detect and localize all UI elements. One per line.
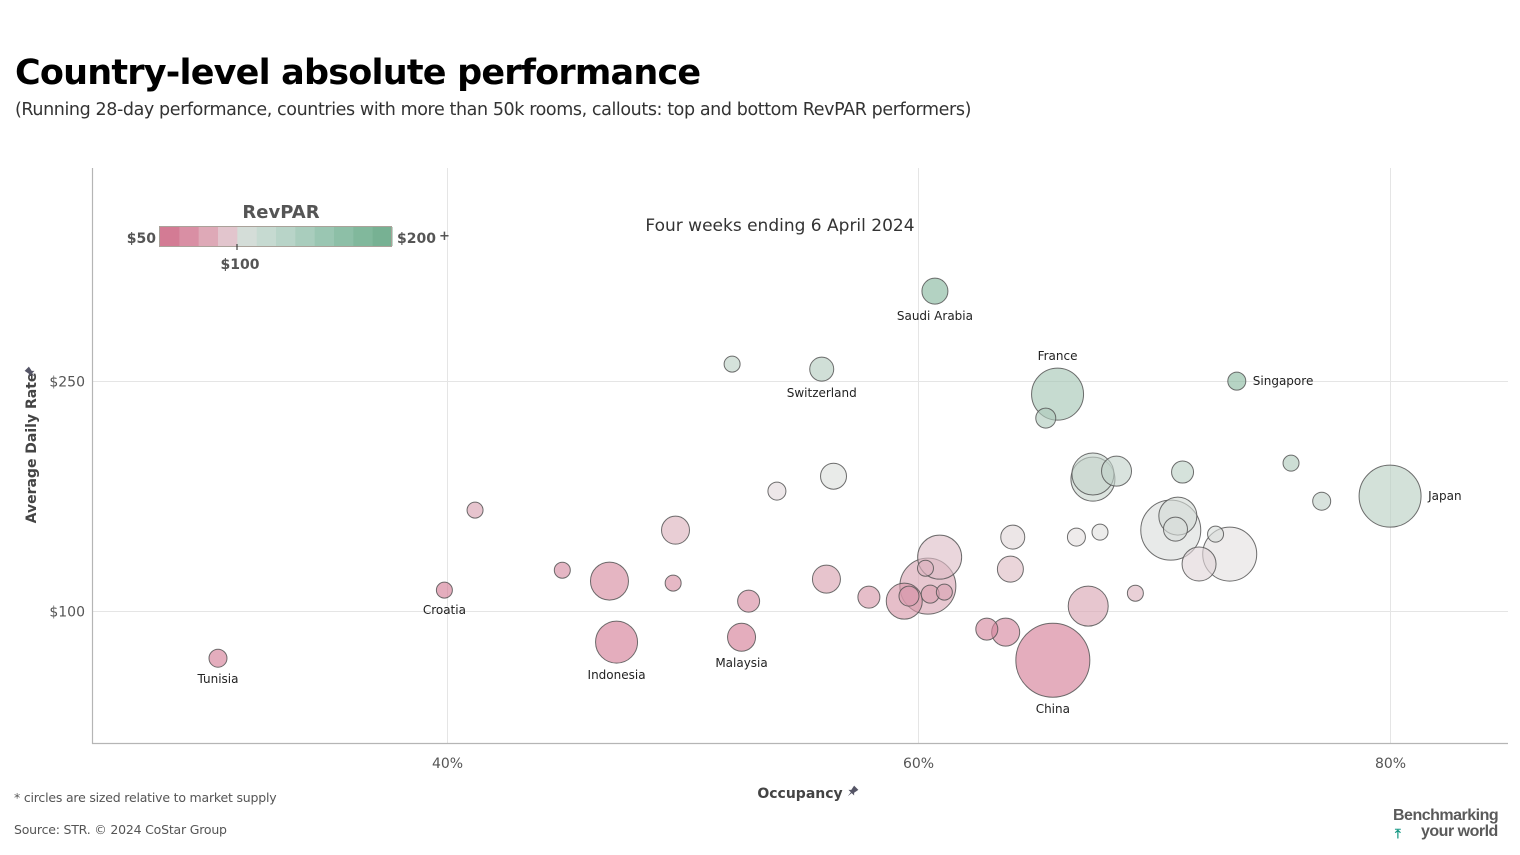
bubble[interactable] xyxy=(996,555,1024,583)
legend-swatch xyxy=(314,227,335,246)
bubble-france[interactable] xyxy=(1031,367,1085,421)
bubble[interactable] xyxy=(589,561,629,601)
legend-swatch xyxy=(256,227,277,246)
x-axis-ticks: 40% 60% 80% xyxy=(432,756,1406,772)
bubble[interactable] xyxy=(857,585,881,609)
bubble[interactable] xyxy=(723,355,741,373)
x-axis-title[interactable]: Occupancy xyxy=(757,786,842,802)
legend-ramp-border xyxy=(159,226,392,247)
bubble-indonesia[interactable] xyxy=(595,620,639,664)
brand-logo[interactable]: Benchmarking your world ⤒ xyxy=(1393,807,1505,842)
bubble[interactable] xyxy=(1066,527,1086,547)
bubble[interactable] xyxy=(661,515,691,545)
bubble[interactable] xyxy=(1126,584,1144,602)
source-note: Source: STR. © 2024 CoStar Group xyxy=(14,822,227,837)
legend-swatch xyxy=(372,227,393,246)
legend-swatch xyxy=(237,227,258,246)
legend-max-label: $200 xyxy=(397,231,436,247)
y-tick-label: $250 xyxy=(49,375,85,391)
bubble-japan[interactable] xyxy=(1358,464,1422,528)
bubble[interactable] xyxy=(664,574,682,592)
size-footnote: * circles are sized relative to market s… xyxy=(14,790,277,805)
bubble-label: Croatia xyxy=(423,603,466,617)
bubble-label: China xyxy=(1036,702,1070,716)
bubble[interactable] xyxy=(1035,407,1057,429)
bubble[interactable] xyxy=(820,462,848,490)
bubble-label: Saudi Arabia xyxy=(897,309,973,323)
bubble-label: Japan xyxy=(1427,489,1461,503)
bubble[interactable] xyxy=(916,559,934,577)
legend-swatch xyxy=(179,227,200,246)
legend-mid-label: $100 xyxy=(221,257,260,273)
y-axis-title[interactable]: Average Daily Rate xyxy=(24,373,40,524)
bubble[interactable] xyxy=(1282,454,1300,472)
bubbles xyxy=(208,277,1422,698)
y-axis-ticks: $100 $250 xyxy=(49,375,85,621)
bubble[interactable] xyxy=(898,585,920,607)
bubble[interactable] xyxy=(1067,585,1109,627)
bubble-label: Switzerland xyxy=(787,386,857,400)
arrow-up-icon: ⤒ xyxy=(1395,826,1401,841)
page-subtitle: (Running 28-day performance, countries w… xyxy=(15,100,971,120)
legend-min-label: $50 xyxy=(127,231,156,247)
legend-swatch xyxy=(353,227,374,246)
bubble-malaysia[interactable] xyxy=(727,622,757,652)
x-tick-label: 40% xyxy=(432,756,463,772)
legend-title: RevPAR xyxy=(242,202,319,223)
bubble[interactable] xyxy=(1162,516,1188,542)
bubble[interactable] xyxy=(767,481,787,501)
bubble[interactable] xyxy=(466,501,484,519)
x-tick-label: 60% xyxy=(903,756,934,772)
legend-max-suffix: + xyxy=(439,229,450,244)
bubble[interactable] xyxy=(1000,524,1026,550)
chart-period-title: Four weeks ending 6 April 2024 xyxy=(645,216,914,236)
page-title: Country-level absolute performance xyxy=(15,53,701,93)
bubble[interactable] xyxy=(1181,546,1217,582)
bubble-china[interactable] xyxy=(1015,622,1091,698)
brand-line-1: Benchmarking xyxy=(1393,807,1499,824)
x-tick-label: 80% xyxy=(1375,756,1406,772)
bubble[interactable] xyxy=(1101,455,1133,487)
legend-swatch xyxy=(334,227,354,246)
grid-lines xyxy=(93,168,1508,743)
bubble-croatia[interactable] xyxy=(435,581,453,599)
bubble-label: Singapore xyxy=(1253,374,1314,388)
x-axis-pin-icon[interactable] xyxy=(845,785,859,799)
legend-swatch xyxy=(198,227,219,246)
bubble-singapore[interactable] xyxy=(1227,371,1247,391)
bubble[interactable] xyxy=(975,617,999,641)
legend-swatch xyxy=(276,227,296,246)
bubble-tunisia[interactable] xyxy=(208,648,228,668)
bubble[interactable] xyxy=(553,561,571,579)
revpar-legend[interactable]: RevPAR $50 $200 + $100 xyxy=(127,202,450,273)
bubble[interactable] xyxy=(935,583,953,601)
bubble-saudi-arabia[interactable] xyxy=(921,277,949,305)
legend-color-ramp xyxy=(160,227,393,246)
bubble-switzerland[interactable] xyxy=(809,356,835,382)
bubble[interactable] xyxy=(1171,460,1195,484)
legend-swatch xyxy=(218,227,238,246)
bubble[interactable] xyxy=(811,564,841,594)
bubble-label: France xyxy=(1038,349,1078,363)
bubble[interactable] xyxy=(1207,525,1225,543)
bubble-label: Indonesia xyxy=(588,668,646,682)
legend-swatch xyxy=(295,227,316,246)
y-tick-label: $100 xyxy=(49,605,85,621)
bubble-label: Tunisia xyxy=(196,672,238,686)
bubble-labels: Saudi Arabia Switzerland France Singapore Ja… xyxy=(196,309,1461,716)
bubble-label: Malaysia xyxy=(715,656,767,670)
bubble[interactable] xyxy=(1091,523,1109,541)
bubble[interactable] xyxy=(1312,491,1332,511)
brand-line-2: your world xyxy=(1421,823,1498,840)
y-axis-pin-icon[interactable] xyxy=(24,366,38,380)
bubble[interactable] xyxy=(737,589,761,613)
legend-swatch xyxy=(160,227,180,246)
